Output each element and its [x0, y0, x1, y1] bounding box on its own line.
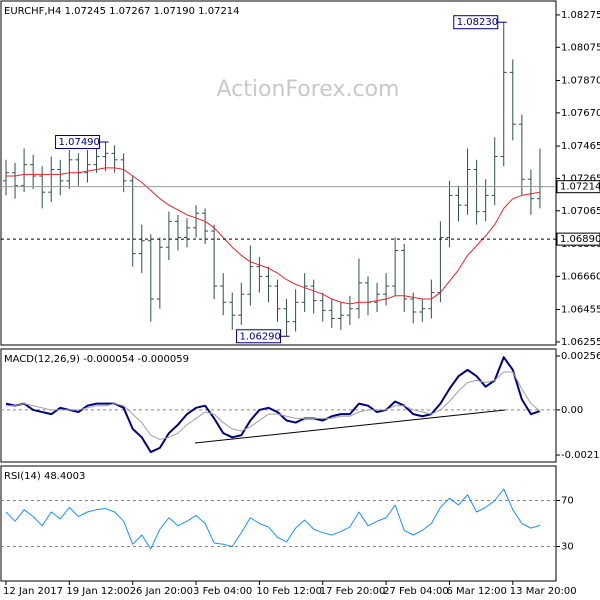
x-tick-label: 17 Feb 20:00	[320, 586, 386, 597]
annotation-box	[453, 15, 499, 30]
panel-title: RSI(14) 48.4003	[4, 471, 85, 482]
y-tick-label: 30	[561, 542, 574, 553]
y-tick-label: 1.08275	[561, 10, 600, 21]
x-tick-label: 13 Mar 20:00	[510, 586, 577, 597]
panel-frame	[0, 465, 557, 582]
y-tick-label: 0.00	[561, 405, 583, 416]
annotation: 1.08230	[457, 17, 498, 28]
price-label: 1.06890	[560, 234, 600, 245]
panel-frame	[0, 348, 557, 463]
annotation: 1.07490	[59, 137, 100, 148]
x-tick-label: 3 Feb 04:00	[193, 586, 252, 597]
price-label: 1.07214	[560, 182, 600, 193]
series-line	[6, 167, 541, 305]
price-label-box	[556, 180, 600, 194]
series-line	[5, 488, 541, 550]
y-tick-label: 1.07265	[561, 173, 600, 184]
panel-title: EURCHF,H4 1.07245 1.07267 1.07190 1.0721…	[4, 6, 240, 17]
x-tick-label: 27 Feb 04:00	[383, 586, 449, 597]
x-tick-label: 26 Jan 20:00	[130, 586, 193, 597]
y-tick-label: 0.00256	[561, 351, 600, 362]
x-tick-label: 10 Feb 12:00	[256, 586, 322, 597]
y-tick-label: 70	[561, 496, 574, 507]
series-line	[6, 371, 541, 440]
panel-title: MACD(12,26,9) -0.000054 -0.000059	[4, 354, 189, 365]
y-tick-label: 1.07065	[561, 206, 600, 217]
annotation: 1.06290	[240, 331, 281, 342]
panel-frame	[0, 0, 557, 346]
y-tick-label: 1.07670	[561, 108, 600, 119]
x-tick-label: 6 Mar 12:00	[446, 586, 506, 597]
annotation-box	[236, 329, 282, 344]
y-tick-label: 1.07465	[561, 141, 600, 152]
x-tick-label: 12 Jan 2017	[3, 586, 63, 597]
watermark: ActionForex.com	[217, 77, 400, 102]
y-tick-label: 1.07870	[561, 75, 600, 86]
series-line	[5, 356, 541, 454]
y-tick-label: 1.06455	[561, 305, 600, 316]
y-tick-label: 1.06660	[561, 271, 600, 282]
trend-line	[194, 409, 506, 444]
y-tick-label: -0.00214	[561, 450, 600, 461]
price-label-box	[556, 232, 600, 246]
y-tick-label: 1.08075	[561, 42, 600, 53]
y-tick-label: 1.06255	[561, 337, 600, 348]
annotation-box	[55, 134, 101, 149]
x-tick-label: 19 Jan 12:00	[66, 586, 129, 597]
